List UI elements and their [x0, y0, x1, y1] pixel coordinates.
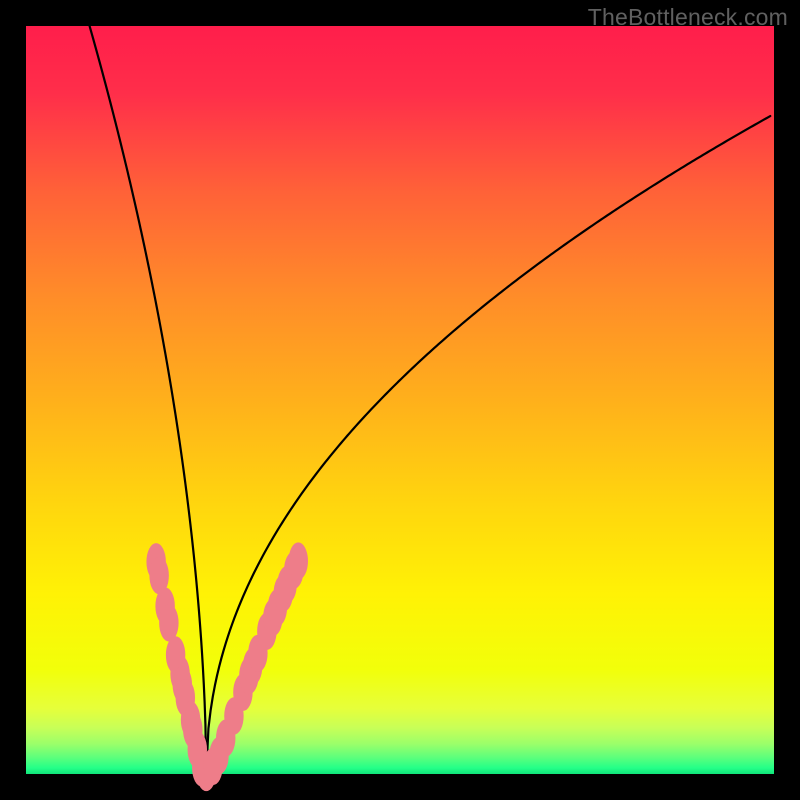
curve-marker	[159, 604, 178, 641]
curve-layer	[26, 26, 774, 774]
plot-area	[26, 26, 774, 774]
bottleneck-curve	[90, 26, 771, 774]
watermark-text: TheBottleneck.com	[588, 4, 788, 31]
marker-group	[146, 542, 308, 791]
chart-stage: TheBottleneck.com	[0, 0, 800, 800]
curve-marker	[289, 542, 308, 579]
